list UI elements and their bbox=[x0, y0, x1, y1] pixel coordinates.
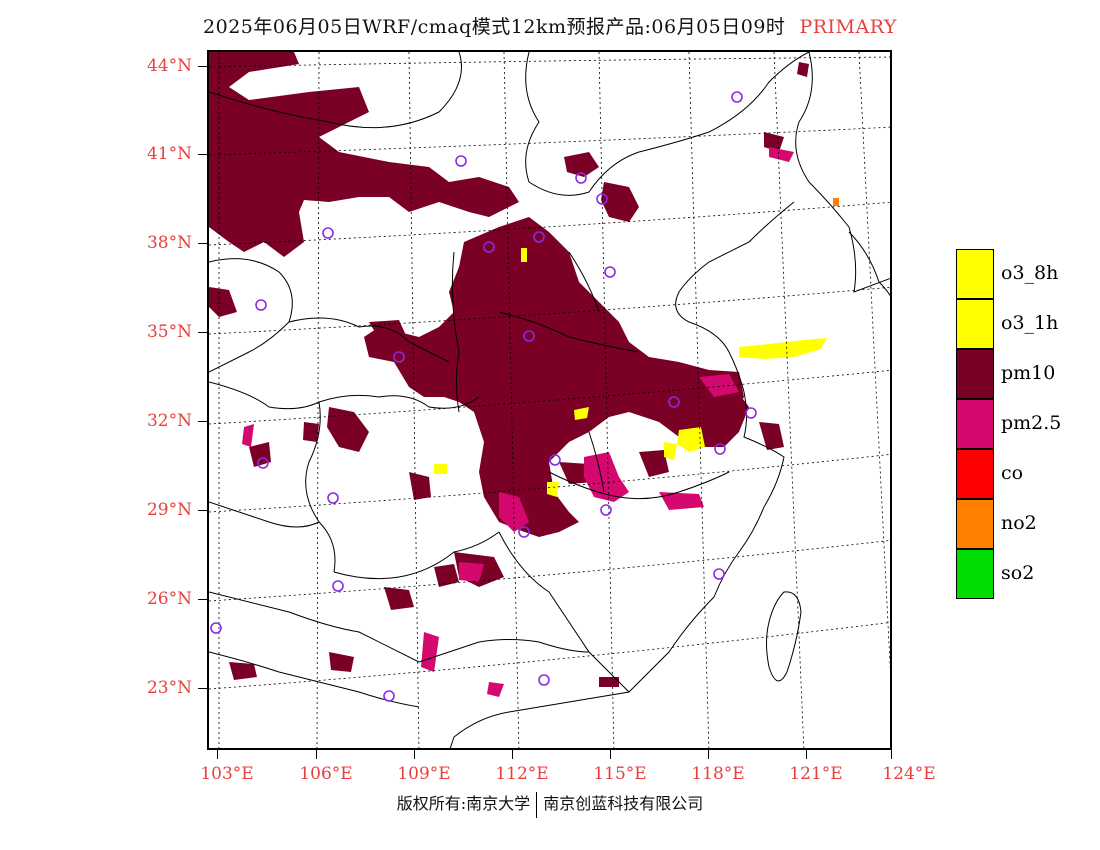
lat-tick bbox=[198, 154, 207, 155]
no2-area bbox=[833, 198, 839, 206]
copyright-owner: 版权所有:南京大学 bbox=[396, 794, 531, 813]
lon-tick bbox=[414, 750, 415, 759]
lat-label-32: 32°N bbox=[146, 411, 192, 431]
copyright-company: 南京创蓝科技有限公司 bbox=[543, 794, 704, 813]
legend-swatch bbox=[956, 449, 994, 499]
lon-tick bbox=[708, 750, 709, 759]
lat-tick bbox=[198, 243, 207, 244]
lon-label-115: 115°E bbox=[593, 764, 647, 784]
title-text: 2025年06月05日WRF/cmaq模式12km预报产品:06月05日09时 bbox=[203, 16, 786, 38]
legend-swatch bbox=[956, 249, 994, 299]
map-canvas bbox=[209, 52, 890, 748]
graticule bbox=[209, 52, 890, 748]
lon-label-103: 103°E bbox=[200, 764, 254, 784]
legend-label: pm10 bbox=[1001, 362, 1056, 384]
legend-swatch bbox=[956, 549, 994, 599]
lon-tick bbox=[806, 750, 807, 759]
station-markers bbox=[210, 91, 757, 702]
lon-label-112: 112°E bbox=[495, 764, 549, 784]
lon-tick bbox=[610, 750, 611, 759]
lon-label-106: 106°E bbox=[299, 764, 353, 784]
boundaries bbox=[209, 52, 890, 748]
lat-label-44: 44°N bbox=[146, 56, 192, 76]
lat-label-29: 29°N bbox=[146, 500, 192, 520]
lat-label-35: 35°N bbox=[146, 322, 192, 342]
legend-label: pm2.5 bbox=[1001, 412, 1062, 434]
map-title: 2025年06月05日WRF/cmaq模式12km预报产品:06月05日09时 P… bbox=[0, 12, 1100, 39]
lat-tick bbox=[198, 66, 207, 67]
lon-label-121: 121°E bbox=[789, 764, 843, 784]
legend-label: co bbox=[1001, 462, 1024, 484]
legend-label: o3_8h bbox=[1001, 262, 1059, 284]
lat-label-26: 26°N bbox=[146, 589, 192, 609]
footer-divider bbox=[536, 791, 538, 818]
legend-label: o3_1h bbox=[1001, 312, 1059, 334]
copyright-footer: 版权所有:南京大学 南京创蓝科技有限公司 bbox=[0, 790, 1100, 818]
lat-label-38: 38°N bbox=[146, 233, 192, 253]
lon-tick bbox=[512, 750, 513, 759]
legend-swatch bbox=[956, 399, 994, 449]
legend-swatch bbox=[956, 299, 994, 349]
lon-tick bbox=[217, 750, 218, 759]
primary-label: PRIMARY bbox=[799, 16, 897, 38]
lon-label-118: 118°E bbox=[691, 764, 745, 784]
pm25-areas bbox=[242, 147, 794, 697]
lat-tick bbox=[198, 688, 207, 689]
o3-areas bbox=[434, 248, 827, 497]
legend-label: so2 bbox=[1001, 562, 1035, 584]
legend-swatch bbox=[956, 499, 994, 549]
lon-label-109: 109°E bbox=[397, 764, 451, 784]
legend-swatch bbox=[956, 349, 994, 399]
lat-tick bbox=[198, 421, 207, 422]
forecast-map bbox=[207, 50, 892, 750]
lat-tick bbox=[198, 332, 207, 333]
pm10-areas bbox=[209, 52, 809, 687]
lon-label-124: 124°E bbox=[882, 764, 936, 784]
lon-tick bbox=[316, 750, 317, 759]
lon-tick bbox=[891, 750, 892, 759]
legend-label: no2 bbox=[1001, 512, 1037, 534]
lat-label-41: 41°N bbox=[146, 144, 192, 164]
lat-tick bbox=[198, 510, 207, 511]
lat-label-23: 23°N bbox=[146, 678, 192, 698]
lat-tick bbox=[198, 599, 207, 600]
